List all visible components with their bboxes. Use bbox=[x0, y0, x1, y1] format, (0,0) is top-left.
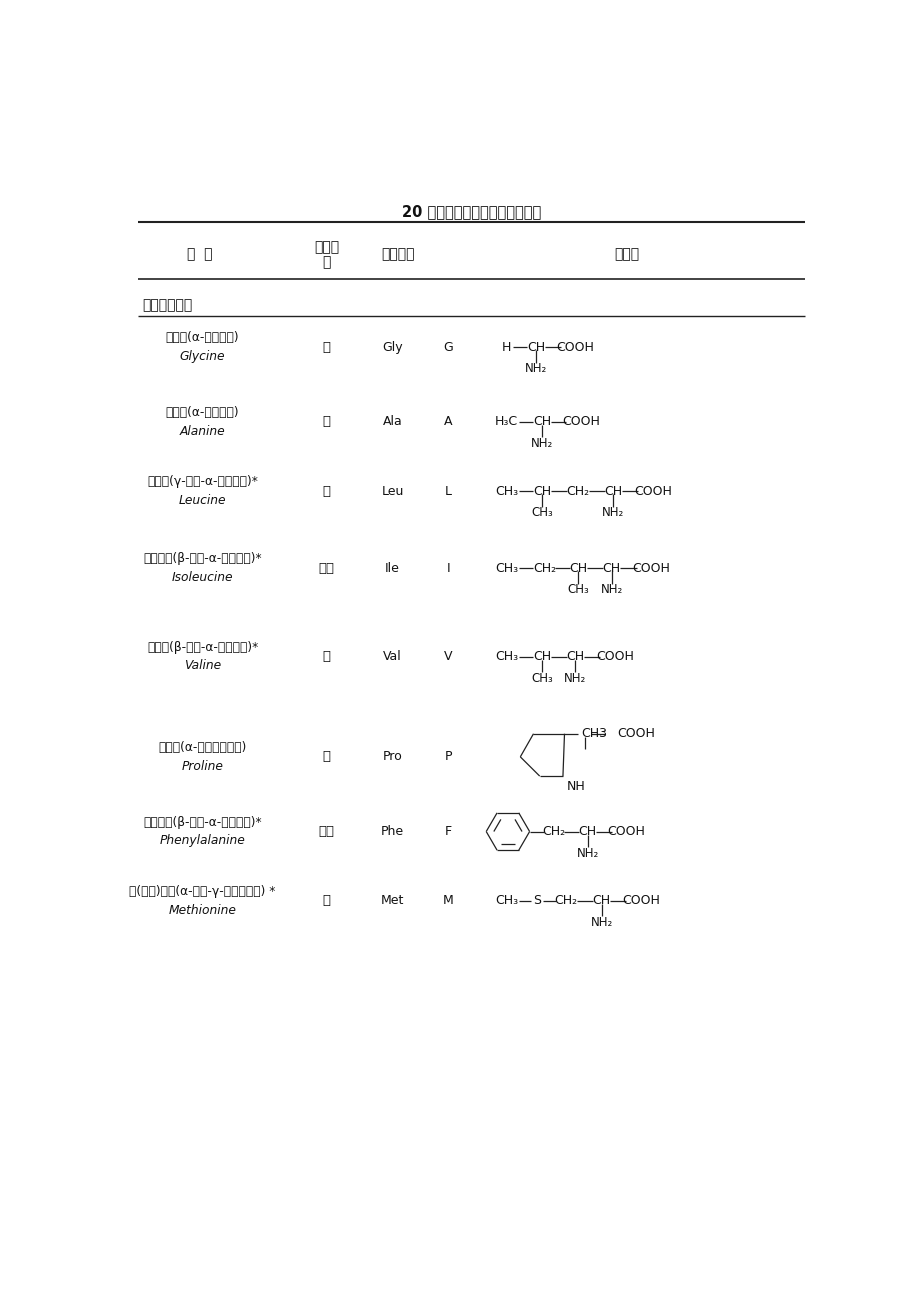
Text: 蛋(甲硫)氨酸(α-氨基-γ-甲硫基戊酸) *: 蛋(甲硫)氨酸(α-氨基-γ-甲硫基戊酸) * bbox=[130, 885, 276, 898]
Text: CH₃: CH₃ bbox=[494, 561, 517, 574]
Text: 亮: 亮 bbox=[323, 484, 330, 497]
Text: NH: NH bbox=[566, 780, 584, 793]
Text: COOH: COOH bbox=[617, 728, 654, 741]
Text: 甘氨酸(α-氨基乙酸): 甘氨酸(α-氨基乙酸) bbox=[165, 332, 239, 345]
Text: CH₃: CH₃ bbox=[494, 484, 517, 497]
Text: Methionine: Methionine bbox=[168, 904, 236, 917]
Text: COOH: COOH bbox=[607, 825, 645, 838]
Text: 脯: 脯 bbox=[323, 750, 330, 763]
Text: L: L bbox=[444, 484, 451, 497]
Text: CH₃: CH₃ bbox=[567, 583, 589, 596]
Text: 构造式: 构造式 bbox=[613, 247, 639, 260]
Text: CH₂: CH₂ bbox=[532, 561, 555, 574]
Text: 丙氨酸(α-氨基丙酸): 丙氨酸(α-氨基丙酸) bbox=[165, 406, 239, 419]
Text: CH₂: CH₂ bbox=[554, 894, 577, 907]
Text: CH: CH bbox=[527, 341, 544, 354]
Text: F: F bbox=[444, 825, 451, 838]
Text: 丙: 丙 bbox=[323, 415, 330, 428]
Text: 中文缩: 中文缩 bbox=[313, 240, 339, 254]
Text: CH₂: CH₂ bbox=[541, 825, 564, 838]
Text: Phenylalanine: Phenylalanine bbox=[160, 835, 245, 848]
Text: 亮氨酸(γ-甲基-α-氨基戊酸)*: 亮氨酸(γ-甲基-α-氨基戊酸)* bbox=[147, 475, 257, 488]
Text: Ala: Ala bbox=[382, 415, 402, 428]
Text: P: P bbox=[444, 750, 451, 763]
Text: CH: CH bbox=[569, 561, 587, 574]
Text: 蛋: 蛋 bbox=[323, 894, 330, 907]
Text: CH: CH bbox=[532, 415, 550, 428]
Text: NH₂: NH₂ bbox=[524, 362, 547, 375]
Text: I: I bbox=[446, 561, 449, 574]
Text: CH₃: CH₃ bbox=[494, 650, 517, 663]
Text: CH: CH bbox=[602, 561, 620, 574]
Text: 异亮氨酸(β-甲基-α-氨基戊酸)*: 异亮氨酸(β-甲基-α-氨基戊酸)* bbox=[143, 552, 262, 565]
Text: 缬: 缬 bbox=[323, 650, 330, 663]
Text: Leu: Leu bbox=[380, 484, 403, 497]
Text: G: G bbox=[443, 341, 453, 354]
Text: Ile: Ile bbox=[384, 561, 400, 574]
Text: Leucine: Leucine bbox=[178, 493, 226, 506]
Text: Alanine: Alanine bbox=[179, 424, 225, 437]
Text: CH₃: CH₃ bbox=[530, 506, 552, 519]
Text: 英文缩写: 英文缩写 bbox=[380, 247, 414, 260]
Text: A: A bbox=[444, 415, 452, 428]
Text: Proline: Proline bbox=[181, 759, 223, 772]
Text: 异亮: 异亮 bbox=[318, 561, 335, 574]
Text: H₃C: H₃C bbox=[494, 415, 517, 428]
Text: NH₂: NH₂ bbox=[576, 846, 598, 859]
Text: M: M bbox=[442, 894, 453, 907]
Text: 苯丙: 苯丙 bbox=[318, 825, 335, 838]
Text: 苯丙氨酸(β-苯基-α-氨基丙酸)*: 苯丙氨酸(β-苯基-α-氨基丙酸)* bbox=[143, 816, 262, 829]
Text: 写: 写 bbox=[322, 255, 331, 270]
Text: COOH: COOH bbox=[556, 341, 594, 354]
Text: 缬氨酸(β-甲基-α-氨基丁酸)*: 缬氨酸(β-甲基-α-氨基丁酸)* bbox=[147, 641, 258, 654]
Text: CH: CH bbox=[566, 650, 584, 663]
Text: S: S bbox=[533, 894, 540, 907]
Text: 名  称: 名 称 bbox=[187, 247, 213, 260]
Text: CH: CH bbox=[592, 894, 610, 907]
Text: 非极性氨基酸: 非极性氨基酸 bbox=[142, 298, 192, 312]
Text: COOH: COOH bbox=[633, 484, 671, 497]
Text: CH₃: CH₃ bbox=[494, 894, 517, 907]
Text: CH: CH bbox=[578, 825, 596, 838]
Text: Valine: Valine bbox=[184, 660, 221, 672]
Text: Phe: Phe bbox=[380, 825, 403, 838]
Text: Met: Met bbox=[380, 894, 403, 907]
Text: CH3: CH3 bbox=[581, 728, 607, 741]
Text: CH: CH bbox=[532, 650, 550, 663]
Text: Val: Val bbox=[382, 650, 402, 663]
Text: CH: CH bbox=[532, 484, 550, 497]
Text: Isoleucine: Isoleucine bbox=[172, 572, 233, 583]
Text: CH₃: CH₃ bbox=[530, 672, 552, 685]
Text: NH₂: NH₂ bbox=[563, 672, 585, 685]
Text: CH₂: CH₂ bbox=[565, 484, 588, 497]
Text: H: H bbox=[501, 341, 511, 354]
Text: V: V bbox=[444, 650, 452, 663]
Text: NH₂: NH₂ bbox=[600, 583, 622, 596]
Text: COOH: COOH bbox=[562, 415, 599, 428]
Text: 甘: 甘 bbox=[323, 341, 330, 354]
Text: NH₂: NH₂ bbox=[530, 437, 552, 450]
Text: 20 种常见氨基酸的名称和构造式: 20 种常见氨基酸的名称和构造式 bbox=[402, 204, 540, 219]
Text: COOH: COOH bbox=[621, 894, 660, 907]
Text: COOH: COOH bbox=[631, 561, 670, 574]
Text: 脯氨酸(α-四氢吡咯甲酸): 脯氨酸(α-四氢吡咯甲酸) bbox=[158, 741, 246, 754]
Text: CH: CH bbox=[604, 484, 622, 497]
Text: COOH: COOH bbox=[596, 650, 633, 663]
Text: Pro: Pro bbox=[382, 750, 402, 763]
Text: NH₂: NH₂ bbox=[590, 915, 612, 928]
Text: Gly: Gly bbox=[381, 341, 403, 354]
Text: NH₂: NH₂ bbox=[602, 506, 624, 519]
Text: Glycine: Glycine bbox=[179, 350, 225, 363]
